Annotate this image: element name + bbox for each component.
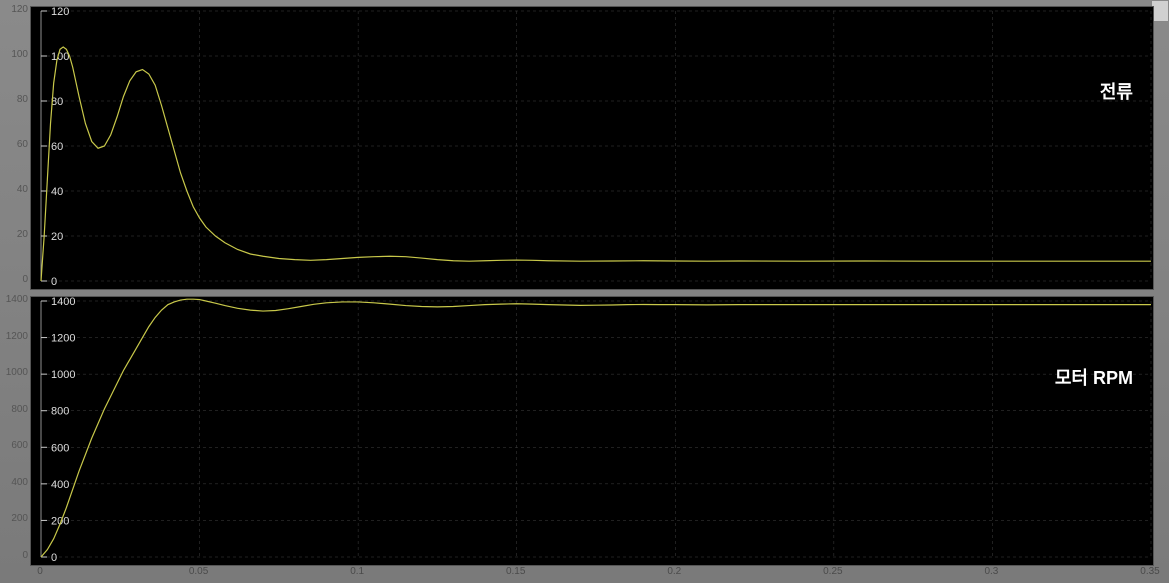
- xtick-label: 0.15: [506, 566, 525, 577]
- ytick-outer-label: 0: [0, 550, 28, 561]
- chart-title-rpm: 모터 RPM: [1055, 364, 1133, 390]
- plot-panel-rpm[interactable]: 0 200 400 600 800 1000 1200 1400 모터 RPM: [30, 296, 1154, 566]
- ytick-label: 1200: [51, 333, 75, 345]
- ytick-label: 800: [51, 406, 69, 418]
- ytick-outer-label: 1200: [0, 331, 28, 342]
- xtick-label: 0.3: [984, 566, 998, 577]
- plot-panel-current[interactable]: 020406080100120전류: [30, 6, 1154, 290]
- ytick-outer-label: 100: [0, 49, 28, 60]
- ytick-outer-label: 600: [0, 440, 28, 451]
- data-line-current: [41, 47, 1151, 281]
- plot-svg-current: 020406080100120: [31, 7, 1153, 289]
- xtick-label: 0.05: [189, 566, 208, 577]
- ytick-label: 600: [51, 442, 69, 454]
- ytick-label: 40: [51, 186, 63, 198]
- ytick-outer-label: 200: [0, 513, 28, 524]
- ytick-outer-label: 120: [0, 4, 28, 15]
- ytick-outer-label: 1400: [0, 294, 28, 305]
- ytick-outer-label: 0: [0, 274, 28, 285]
- ytick-outer-label: 20: [0, 229, 28, 240]
- chart-title-current: 전류: [1100, 78, 1133, 104]
- ytick-outer-label: 60: [0, 139, 28, 150]
- scope-container: 020406080100120전류02040608010012002004006…: [0, 0, 1169, 583]
- xtick-label: 0.2: [667, 566, 681, 577]
- ytick-outer-label: 80: [0, 94, 28, 105]
- xtick-label: 0: [37, 566, 43, 577]
- ytick-label: 1400: [51, 297, 75, 308]
- xtick-label: 0.25: [823, 566, 842, 577]
- ytick-outer-label: 40: [0, 184, 28, 195]
- ytick-label: 200: [51, 515, 69, 527]
- ytick-label: 1000: [51, 369, 75, 381]
- ytick-label: 20: [51, 231, 63, 243]
- ytick-label: 120: [51, 7, 69, 18]
- ytick-label: 0: [51, 276, 57, 288]
- xtick-label: 0.1: [350, 566, 364, 577]
- ytick-label: 0: [51, 552, 57, 564]
- ytick-label: 400: [51, 479, 69, 491]
- xtick-label: 0.35: [1140, 566, 1159, 577]
- ytick-label: 100: [51, 51, 69, 63]
- data-line-rpm: [41, 299, 1151, 557]
- plot-svg-rpm: 0 200 400 600 800 1000 1200 1400: [31, 297, 1153, 565]
- ytick-outer-label: 400: [0, 477, 28, 488]
- ytick-outer-label: 1000: [0, 367, 28, 378]
- ytick-label: 60: [51, 141, 63, 153]
- ytick-outer-label: 800: [0, 404, 28, 415]
